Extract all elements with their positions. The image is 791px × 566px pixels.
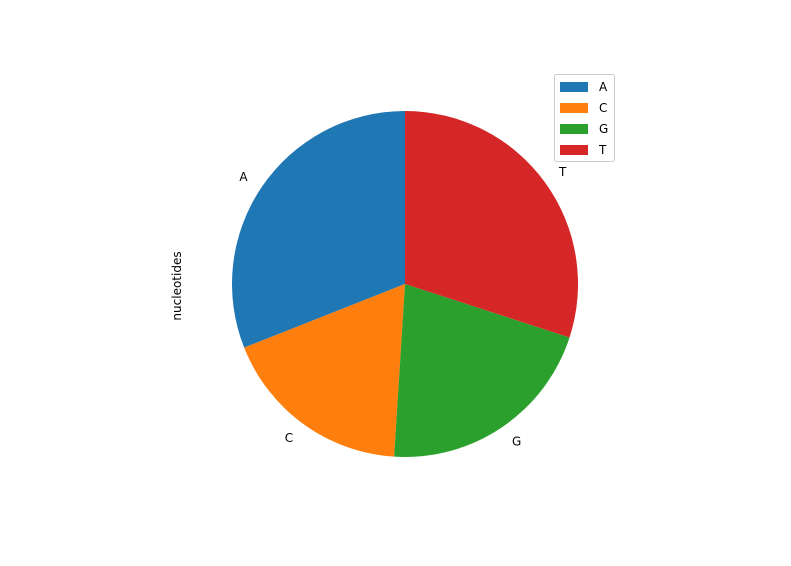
legend-frame (554, 74, 615, 162)
pie-slices (231, 111, 578, 458)
slice-label-g: G (512, 434, 521, 448)
pie-slice-labels: A C G T (239, 165, 567, 448)
legend-label-a: A (599, 80, 608, 94)
pie-slice-c (244, 284, 405, 457)
slice-label-c: C (285, 431, 293, 445)
pie-slice-g (394, 284, 570, 458)
legend-swatch-c (560, 103, 588, 113)
y-axis-label: nucleotides (170, 251, 184, 320)
legend-swatch-t (560, 145, 588, 155)
legend-label-t: T (598, 143, 607, 157)
legend-swatch-a (560, 82, 588, 92)
pie-slice-t (405, 111, 578, 338)
pie-slice-a (231, 111, 405, 348)
legend-swatch-g (560, 124, 588, 134)
legend-label-g: G (599, 122, 608, 136)
slice-label-a: A (239, 170, 248, 184)
slice-label-t: T (558, 165, 567, 179)
legend-label-c: C (599, 101, 607, 115)
